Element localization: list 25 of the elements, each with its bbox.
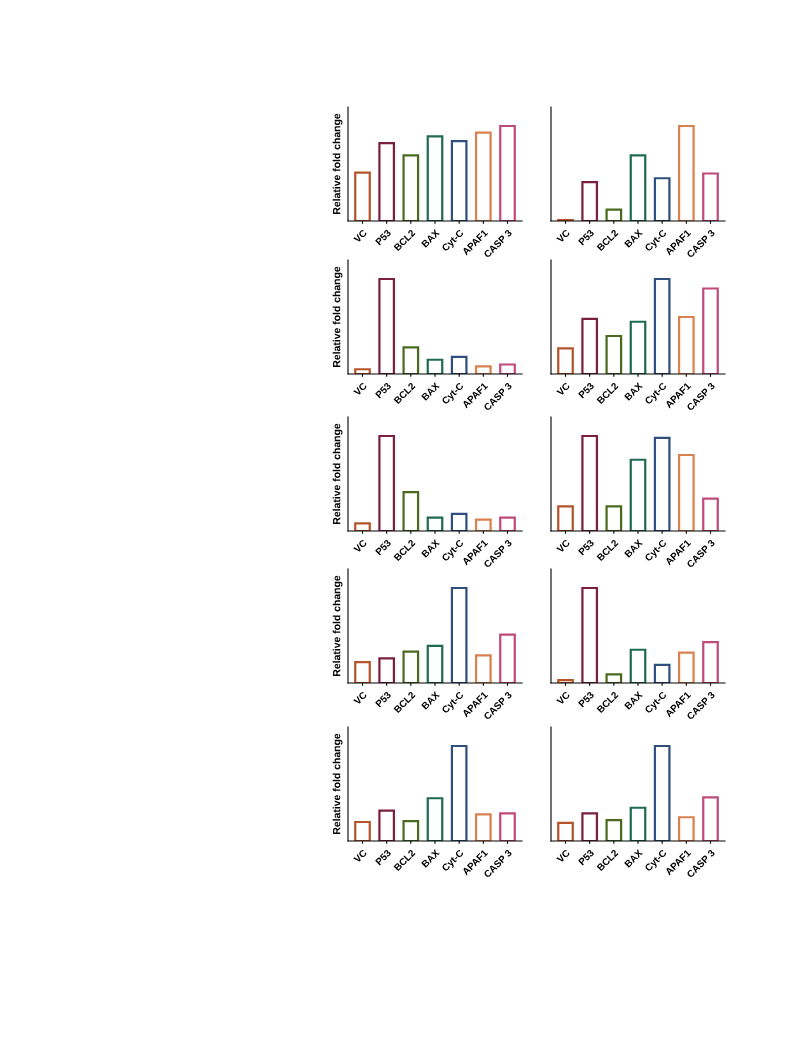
x-tick-label: P53 bbox=[578, 229, 595, 246]
y-axis-title: Relative fold change bbox=[332, 113, 343, 214]
x-tick-label: P53 bbox=[375, 691, 392, 708]
x-tick-label: P53 bbox=[578, 849, 595, 866]
y-axis-title: Relative fold change bbox=[332, 423, 343, 524]
y-axis-title: Relative fold change bbox=[332, 733, 343, 834]
y-axis-title: Relative fold change bbox=[332, 575, 343, 676]
x-tick-label: VC bbox=[556, 229, 571, 244]
x-tick-label: P53 bbox=[578, 691, 595, 708]
x-tick-label: VC bbox=[556, 691, 571, 706]
x-tick-label: VC bbox=[353, 539, 368, 554]
x-tick-label: P53 bbox=[578, 539, 595, 556]
x-tick-label: VC bbox=[556, 382, 571, 397]
x-tick-label: VC bbox=[353, 691, 368, 706]
x-tick-label: VC bbox=[556, 849, 571, 864]
y-axis-title: Relative fold change bbox=[332, 266, 343, 367]
x-tick-label: P53 bbox=[375, 382, 392, 399]
x-tick-label: VC bbox=[353, 382, 368, 397]
x-tick-label: P53 bbox=[375, 849, 392, 866]
x-tick-label: VC bbox=[353, 849, 368, 864]
x-tick-label: VC bbox=[353, 229, 368, 244]
x-tick-label: P53 bbox=[375, 229, 392, 246]
x-tick-label: P53 bbox=[375, 539, 392, 556]
x-tick-label: VC bbox=[556, 539, 571, 554]
x-tick-label: P53 bbox=[578, 382, 595, 399]
